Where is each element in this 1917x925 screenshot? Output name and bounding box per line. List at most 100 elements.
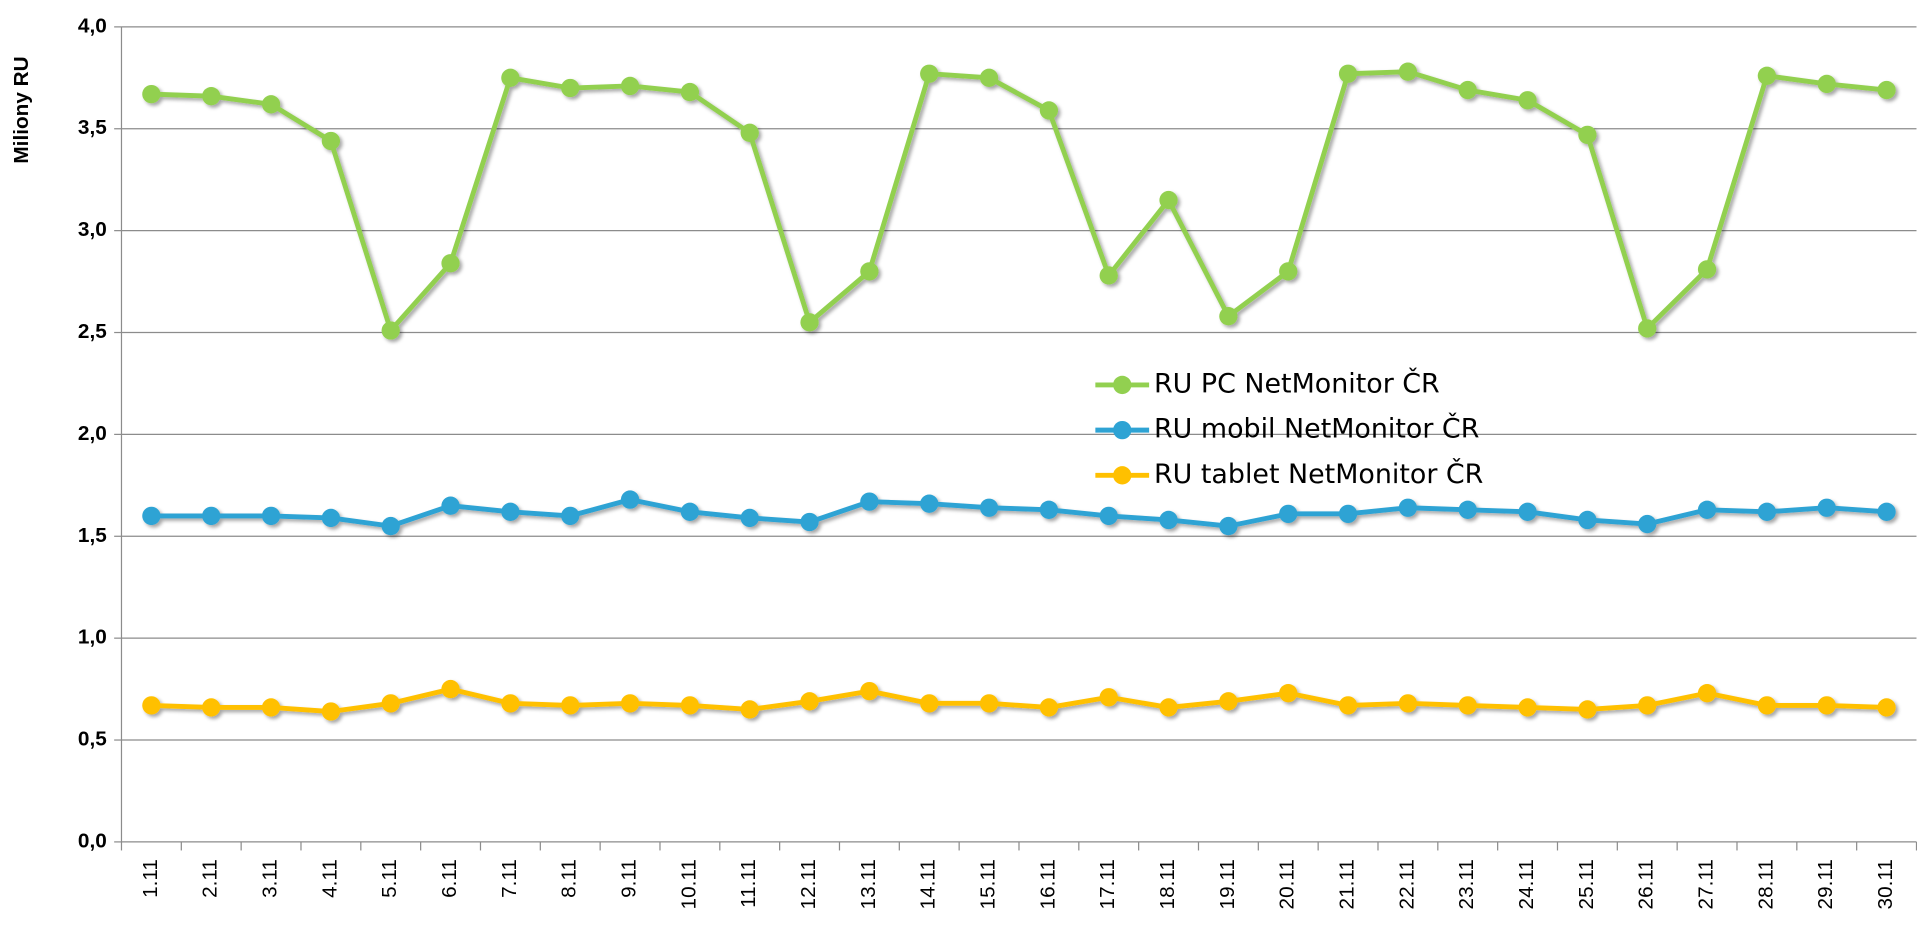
data-point (620, 694, 640, 713)
data-point (1757, 696, 1777, 715)
data-point (441, 496, 460, 515)
data-point (261, 506, 281, 526)
data-point (620, 490, 640, 509)
x-tick-label: 18.11 (1156, 859, 1179, 909)
data-point (1279, 684, 1298, 703)
x-tick-label: 11.11 (737, 859, 760, 908)
data-point (1458, 80, 1477, 100)
legend-label: RU mobil NetMonitor ČR (1154, 412, 1479, 445)
y-tick-label: 3,0 (78, 218, 107, 241)
y-tick-label: 2,5 (78, 320, 107, 343)
data-point (1099, 688, 1118, 707)
x-tick-label: 1.11 (139, 859, 162, 898)
series (142, 490, 1896, 536)
data-point (1817, 696, 1836, 715)
data-point (979, 68, 999, 87)
y-tick-label: 0,5 (78, 728, 107, 751)
x-tick-label: 27.11 (1695, 859, 1718, 909)
x-tick-label: 16.11 (1036, 859, 1059, 909)
data-point (321, 508, 341, 528)
data-point (1159, 190, 1178, 210)
data-point (381, 321, 400, 340)
data-point (860, 262, 879, 281)
data-point (1338, 64, 1358, 83)
data-point (1817, 74, 1836, 94)
data-point (1638, 696, 1657, 715)
data-point (620, 76, 640, 96)
data-point (800, 512, 819, 532)
y-tick-label: 1,0 (78, 626, 107, 649)
x-tick-label: 3.11 (259, 859, 282, 898)
data-point (1099, 506, 1118, 526)
data-point (1757, 66, 1777, 85)
data-point (1578, 510, 1597, 530)
x-tick-label: 24.11 (1515, 859, 1538, 909)
y-tick-label: 3,5 (78, 116, 107, 139)
y-axis-label: Miliony RU (10, 56, 33, 163)
x-tick-label: 19.11 (1216, 859, 1239, 909)
data-point (561, 506, 580, 526)
data-point (1398, 498, 1418, 517)
data-point (680, 696, 700, 715)
y-tick-label: 1,5 (78, 524, 107, 547)
y-tick-label: 4,0 (78, 14, 107, 37)
data-point (202, 86, 221, 106)
data-point (1398, 62, 1418, 81)
data-point (979, 498, 999, 517)
x-tick-label: 29.11 (1814, 859, 1837, 909)
x-tick-label: 15.11 (977, 859, 1000, 909)
x-tick-label: 12.11 (797, 859, 820, 909)
data-point (142, 84, 161, 104)
data-point (381, 516, 400, 536)
data-point (1638, 319, 1657, 338)
data-point (202, 506, 221, 526)
data-point (441, 254, 460, 273)
data-point (920, 694, 939, 713)
data-point (261, 698, 281, 717)
legend-marker (1113, 420, 1132, 440)
x-tick-label: 9.11 (618, 859, 641, 898)
x-tick-label: 4.11 (318, 859, 341, 898)
data-point (1697, 684, 1717, 703)
data-point (1279, 262, 1298, 281)
x-tick-label: 7.11 (498, 859, 521, 898)
legend-label: RU tablet NetMonitor ČR (1154, 457, 1483, 490)
x-tick-label: 6.11 (438, 859, 461, 898)
series (142, 679, 1896, 721)
data-point (1039, 698, 1059, 717)
legend-label: RU PC NetMonitor ČR (1154, 366, 1440, 399)
data-point (1697, 260, 1717, 279)
x-tick-label: 21.11 (1336, 859, 1359, 909)
data-point (1877, 80, 1896, 100)
data-point (1099, 266, 1118, 285)
data-point (920, 494, 939, 513)
x-tick-label: 17.11 (1096, 859, 1119, 909)
x-tick-label: 5.11 (378, 859, 401, 898)
data-point (1338, 696, 1358, 715)
data-point (1279, 504, 1298, 524)
data-point (1159, 510, 1178, 530)
data-point (1219, 307, 1238, 326)
data-point (1877, 698, 1896, 717)
data-point (680, 82, 700, 102)
data-point (920, 64, 939, 83)
data-point (1697, 500, 1717, 519)
data-point (680, 502, 700, 521)
data-point (441, 679, 460, 699)
data-point (1578, 700, 1597, 719)
data-point (800, 692, 819, 711)
data-point (501, 68, 520, 87)
y-tick-label: 0,0 (78, 829, 107, 852)
data-point (561, 696, 580, 715)
x-tick-label: 8.11 (558, 859, 581, 898)
data-point (1817, 498, 1836, 517)
data-point (1159, 698, 1178, 717)
data-point (1877, 502, 1896, 521)
data-point (261, 95, 281, 114)
data-point (1638, 514, 1657, 534)
data-point (860, 492, 879, 511)
y-tick-label: 2,0 (78, 422, 107, 445)
data-point (1518, 698, 1537, 717)
x-tick-label: 13.11 (857, 859, 880, 909)
